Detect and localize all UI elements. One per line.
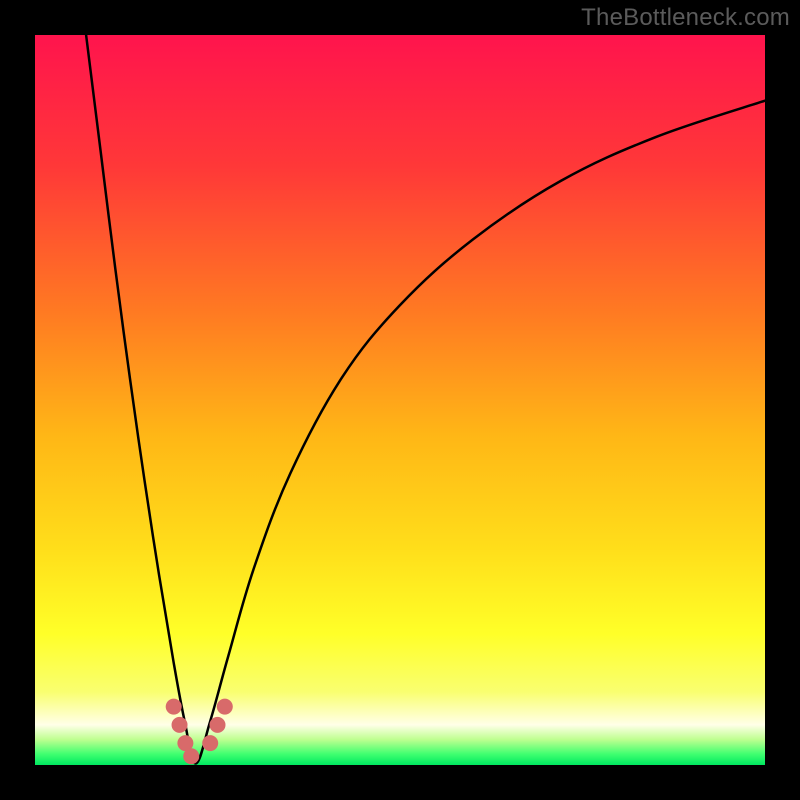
marker-dot (172, 717, 188, 733)
plot-background (35, 35, 765, 765)
marker-dot (202, 735, 218, 751)
marker-dot (217, 699, 233, 715)
chart-container: TheBottleneck.com (0, 0, 800, 800)
bottleneck-chart-svg (0, 0, 800, 800)
marker-dot (210, 717, 226, 733)
marker-dot (166, 699, 182, 715)
watermark-text: TheBottleneck.com (581, 4, 790, 32)
marker-dot (183, 748, 199, 764)
